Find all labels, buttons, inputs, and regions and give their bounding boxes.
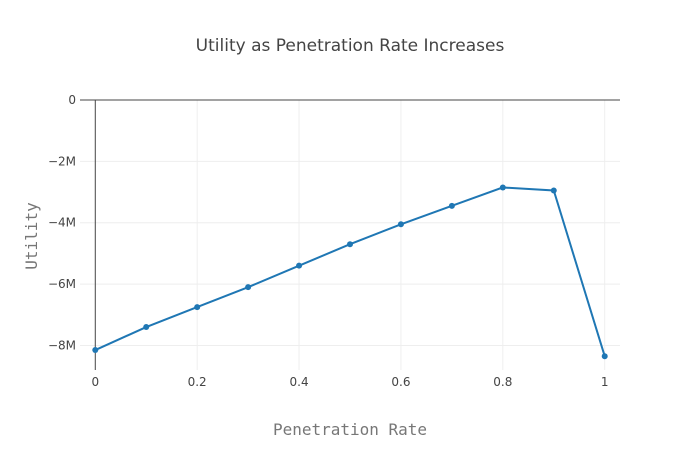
data-point [550,187,557,194]
axes [80,99,620,370]
x-tick-label: 0.2 [188,375,207,389]
y-tick-label: 0 [68,93,76,107]
x-tick-label: 0.4 [290,375,309,389]
data-point [194,304,201,311]
data-point [601,353,608,360]
data-point [397,221,404,228]
x-tick-label: 0 [91,375,99,389]
tick-labels: 0 −2M −4M −6M −8M 0 0.2 0.4 0.6 0.8 1 [48,93,609,389]
data-point [347,241,353,248]
series-layer [92,184,608,360]
data-point [92,347,99,354]
x-tick-label: 1 [601,375,609,389]
data-point [499,184,506,191]
data-point [448,202,455,209]
y-tick-label: −6M [48,277,76,291]
grid [80,100,620,370]
chart-title: Utility as Penetration Rate Increases [196,36,505,56]
data-point [296,262,303,269]
data-point [143,324,150,331]
x-axis-title: Penetration Rate [273,420,427,439]
y-axis-title: Utility [22,202,41,270]
x-tick-label: 0.6 [391,375,410,389]
y-tick-label: −4M [48,216,76,230]
y-tick-label: −8M [48,338,76,352]
x-tick-label: 0.8 [493,375,512,389]
data-point [245,284,252,291]
y-tick-label: −2M [48,154,76,168]
